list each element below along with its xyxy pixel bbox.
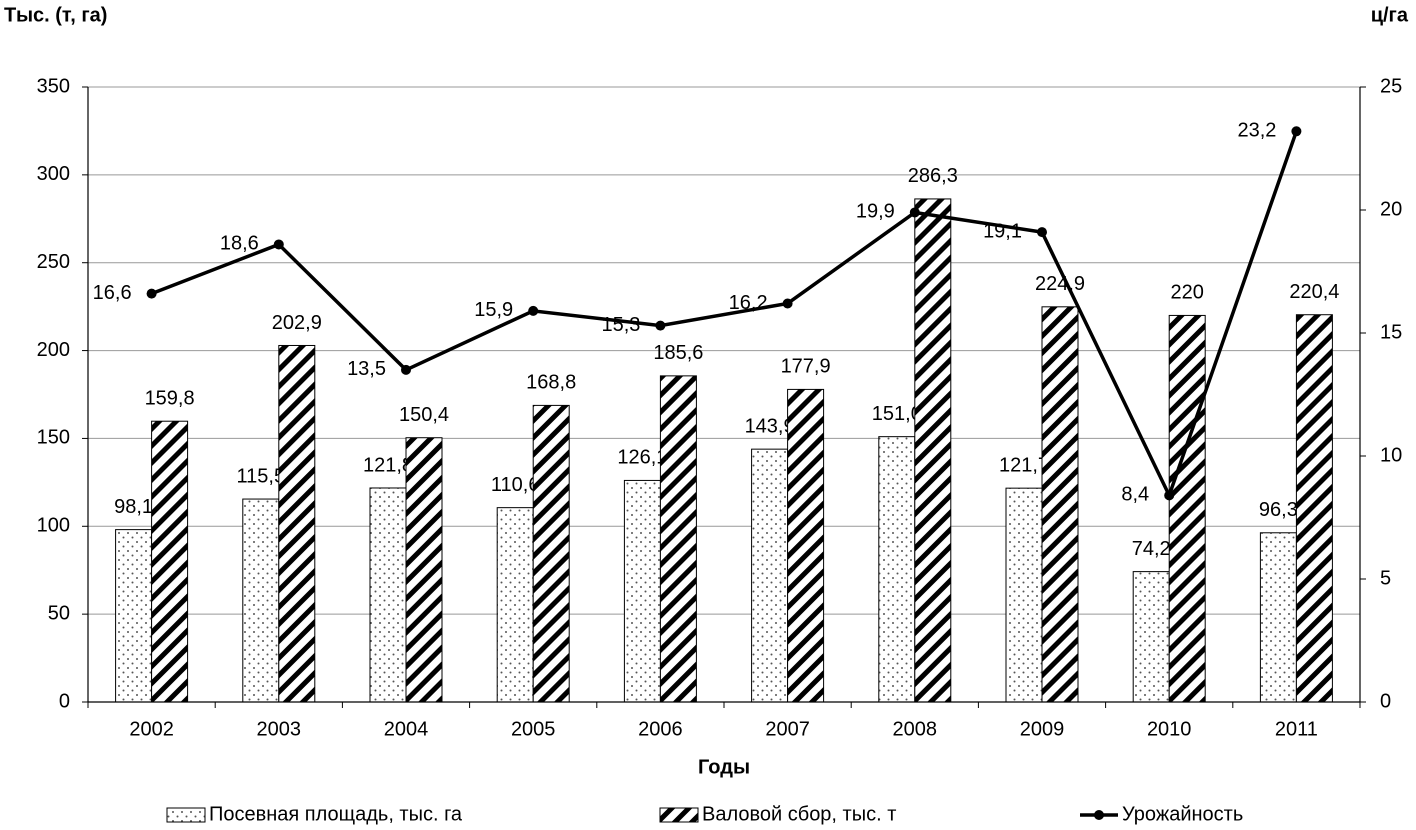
- data-label: 74,2: [1132, 538, 1171, 560]
- data-label: 110,6: [491, 474, 540, 496]
- x-tick-label: 2010: [1147, 718, 1192, 740]
- bar: [1168, 314, 1206, 703]
- y-axis-title: Тыс. (т, га): [4, 4, 107, 26]
- y2-tick-label: 20: [1380, 198, 1402, 220]
- data-label: 202,9: [272, 312, 322, 334]
- data-label: 16,6: [93, 282, 132, 304]
- data-label: 15,3: [601, 314, 640, 336]
- plot: 98,1 115,5 121,8 110,6 126,1 143,9 151,0 121,7 7…: [93, 120, 1339, 703]
- bar: [659, 375, 697, 703]
- data-label: 159,8: [145, 387, 195, 409]
- bar: [278, 344, 316, 703]
- x-axis-title: Годы: [698, 756, 750, 778]
- data-label: 16,2: [729, 292, 768, 314]
- y2-tick-label: 10: [1380, 444, 1402, 466]
- data-label: 168,8: [526, 372, 576, 394]
- data-label: 150,4: [399, 404, 449, 426]
- legend-label: Урожайность: [1122, 803, 1243, 825]
- y-tick-label: 100: [37, 515, 70, 537]
- y2-tick-label: 15: [1380, 321, 1402, 343]
- data-label: 96,3: [1259, 499, 1298, 521]
- data-label: 8,4: [1121, 484, 1149, 506]
- y-tick-label: 350: [37, 75, 70, 97]
- bar: [1295, 314, 1333, 703]
- data-label: 115,5: [237, 465, 286, 487]
- x-tick-label: 2002: [129, 718, 174, 740]
- y2-tick-label: 5: [1380, 567, 1391, 589]
- x-tick-label: 2006: [638, 718, 683, 740]
- y2-tick-label: 25: [1380, 75, 1402, 97]
- y-tick-label: 150: [37, 427, 70, 449]
- data-label: 220,4: [1289, 281, 1339, 303]
- data-label: 143,9: [745, 415, 795, 437]
- bar: [1041, 306, 1079, 703]
- bar: [878, 436, 916, 703]
- data-label: 121,7: [999, 454, 1049, 476]
- y-tick-label: 0: [59, 690, 70, 712]
- line-point: [909, 207, 920, 218]
- data-label: 151,0: [872, 403, 922, 425]
- y-tick-label: 50: [48, 602, 70, 624]
- line-point: [146, 288, 157, 299]
- line-point: [1291, 126, 1302, 137]
- data-label: 224,9: [1035, 273, 1085, 295]
- data-label: 177,9: [781, 356, 831, 378]
- data-label: 15,9: [474, 299, 513, 321]
- data-label: 126,1: [617, 447, 667, 469]
- bar: [405, 437, 443, 703]
- legend-label: Валовой сбор, тыс. т: [702, 803, 896, 825]
- y-tick-label: 300: [37, 163, 70, 185]
- line-point: [1037, 227, 1047, 238]
- bar: [1132, 571, 1170, 703]
- line-point: [528, 305, 539, 316]
- line-point: [273, 239, 284, 250]
- bar: [369, 487, 407, 703]
- x-tick-label: 2005: [511, 718, 556, 740]
- line-point: [655, 320, 666, 331]
- y-tick-label: 250: [37, 251, 70, 273]
- data-label: 121,8: [363, 454, 413, 476]
- x-tick-label: 2007: [765, 718, 810, 740]
- bar: [115, 529, 153, 703]
- data-label: 18,6: [220, 233, 259, 255]
- data-label: 19,9: [856, 201, 895, 223]
- x-tick-label: 2011: [1275, 718, 1318, 740]
- data-label: 23,2: [1237, 120, 1276, 142]
- data-label: 286,3: [908, 165, 958, 187]
- y-tick-label: 200: [37, 339, 70, 361]
- x-tick-label: 2008: [893, 718, 938, 740]
- bar: [532, 404, 570, 703]
- bar: [751, 448, 789, 703]
- legend-swatch: [659, 807, 699, 823]
- data-label: 19,1: [983, 220, 1022, 242]
- bar: [1005, 487, 1043, 703]
- line: [150, 130, 1299, 500]
- bar: [623, 479, 661, 703]
- line-point: [782, 298, 793, 309]
- bar: [914, 198, 952, 703]
- line-point: [1164, 490, 1175, 501]
- legend-swatch: [166, 807, 206, 823]
- y2-axis-title: ц/га: [1371, 4, 1409, 26]
- bar: [242, 498, 280, 703]
- bar: [787, 388, 825, 703]
- legend-swatch: [1094, 810, 1104, 820]
- y2-tick-label: 0: [1380, 690, 1391, 712]
- data-label: 220: [1171, 282, 1204, 304]
- bar: [1259, 532, 1297, 703]
- data-label: 13,5: [347, 358, 386, 380]
- line-point: [401, 364, 411, 375]
- x-tick-label: 2003: [257, 718, 302, 740]
- bar: [151, 420, 189, 703]
- data-label: 185,6: [653, 342, 703, 364]
- x-tick-label: 2009: [1020, 718, 1065, 740]
- x-tick-label: 2004: [384, 718, 429, 740]
- data-label: 98,1: [114, 496, 153, 518]
- legend: Посевная площадь, тыс. га Валовой сбор, т…: [166, 803, 1243, 825]
- legend-label: Посевная площадь, тыс. га: [209, 803, 463, 825]
- bar: [496, 507, 534, 703]
